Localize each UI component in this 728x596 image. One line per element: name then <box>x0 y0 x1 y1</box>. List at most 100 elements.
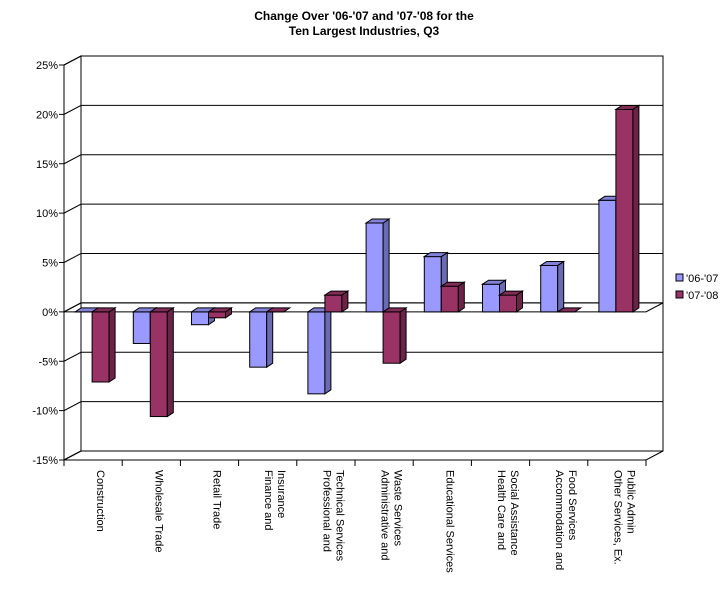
x-category-label: Administrative and <box>379 470 391 561</box>
legend: '06-'07 '07-'08 <box>675 273 718 302</box>
bar-side <box>457 281 465 313</box>
x-category-label: Social Assistance <box>508 470 520 556</box>
bar <box>323 290 350 313</box>
bar <box>364 218 391 313</box>
y-axis: 25% 20% 15% 10% 5% 0% -5% -10% -15% <box>32 60 65 467</box>
legend-swatch <box>675 273 684 282</box>
bar <box>439 281 466 313</box>
bar <box>148 306 175 418</box>
bar-top <box>497 290 525 296</box>
bar <box>90 306 117 383</box>
legend-label: '06-'07 <box>686 273 718 285</box>
bar-front <box>249 311 268 368</box>
bar <box>539 260 566 313</box>
legend-label: '07-'08 <box>686 290 718 302</box>
x-category-label: Professional and <box>320 470 332 552</box>
bar-top <box>556 307 583 313</box>
bar-top <box>206 307 234 313</box>
y-tick-label: 15% <box>36 159 58 171</box>
bar-top <box>265 307 292 313</box>
bar-top <box>422 252 449 258</box>
bar-front <box>365 222 384 313</box>
bar <box>497 290 525 313</box>
bar <box>206 306 234 319</box>
x-axis: Construction Wholesale Trade Retail Trade F… <box>63 302 664 573</box>
bar-top <box>364 218 391 224</box>
bar-top <box>480 279 508 285</box>
bar <box>306 306 333 395</box>
x-category-label: Finance and <box>262 470 274 531</box>
bar-front <box>191 311 209 326</box>
bar-front <box>482 283 500 313</box>
bar-front <box>208 311 226 319</box>
bar <box>614 104 641 313</box>
x-category-label: Food Services <box>566 470 578 541</box>
gridline <box>63 450 663 461</box>
bar-front <box>132 311 151 344</box>
floor <box>63 450 664 461</box>
y-tick-label: 10% <box>36 208 58 220</box>
y-tick-label: 0% <box>42 307 58 319</box>
bar-front <box>91 311 110 383</box>
y-tick-label: 20% <box>36 109 58 121</box>
legend-swatch <box>675 290 684 299</box>
chart-title-line-1: Change Over '06-'07 and '07-'08 for the <box>254 9 474 23</box>
bar-front <box>307 311 326 395</box>
x-category-label: Construction <box>94 470 106 532</box>
bar <box>265 307 292 313</box>
x-category-label: Technical Services <box>333 470 345 562</box>
bar-front <box>423 256 442 313</box>
x-category-label: Wholesale Trade <box>152 470 164 553</box>
bar-side <box>108 306 116 383</box>
x-category-label: Waste Services <box>392 470 404 547</box>
bar-side <box>166 306 174 418</box>
gridline <box>63 104 663 115</box>
x-category-label: Public Admin <box>624 470 636 534</box>
gridlines <box>63 55 663 461</box>
y-tick-label: 5% <box>42 258 58 270</box>
bar-front <box>499 294 517 313</box>
bar-side <box>632 104 640 313</box>
bar-top <box>539 260 566 266</box>
x-category-label: Accommodation and <box>553 470 565 570</box>
bar-front <box>382 311 401 364</box>
bar-front <box>149 311 168 418</box>
x-category-label: Educational Services <box>443 470 455 573</box>
x-category-label: Health Care and <box>495 470 507 550</box>
bar-side <box>324 306 332 395</box>
gridline <box>63 351 663 362</box>
y-tick-label: -15% <box>32 455 58 467</box>
bar-front <box>440 285 459 313</box>
bar <box>556 307 583 313</box>
gridline <box>63 154 663 165</box>
y-tick-label: -5% <box>38 356 58 368</box>
gridline <box>63 401 663 412</box>
bar-side <box>557 260 565 313</box>
bar-side <box>382 218 390 313</box>
bar-top <box>90 307 117 313</box>
bar-front <box>540 264 559 313</box>
y-tick-label: -10% <box>32 406 58 418</box>
bar-side <box>399 306 407 365</box>
gridline <box>63 203 663 214</box>
x-category-label: Other Services, Ex. <box>611 470 623 565</box>
x-category-label: Insurance <box>275 470 287 518</box>
bar <box>381 306 408 365</box>
bar-top <box>148 307 175 313</box>
bar-top <box>323 290 350 296</box>
bar-side <box>266 306 274 369</box>
y-tick-label: 25% <box>36 60 58 72</box>
gridline <box>63 253 663 263</box>
gridline <box>63 55 663 66</box>
bar-top <box>381 307 408 313</box>
bar-front <box>615 108 634 313</box>
chart-title-line-2: Ten Largest Industries, Q3 <box>289 24 440 38</box>
x-category-label: Retail Trade <box>211 470 223 529</box>
bar-front <box>324 294 343 313</box>
bar-top <box>614 104 641 110</box>
bar-top <box>439 281 466 287</box>
bar-front <box>598 199 617 313</box>
bar <box>248 306 275 369</box>
bars <box>73 104 641 418</box>
